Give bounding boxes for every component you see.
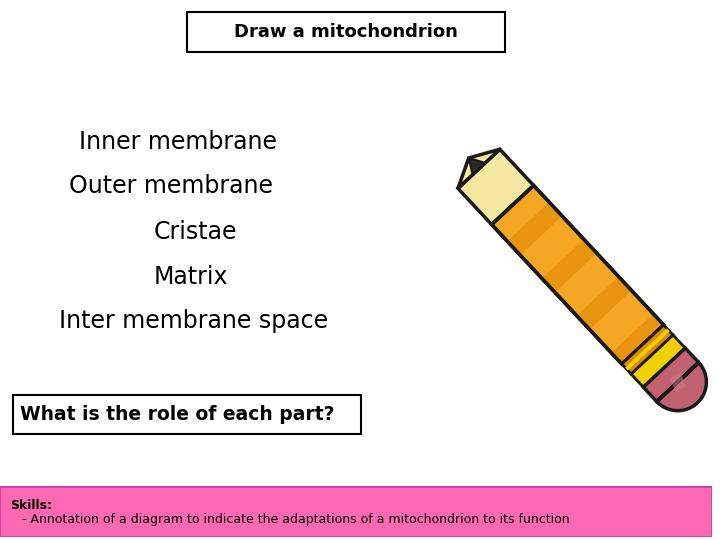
- Polygon shape: [469, 158, 485, 174]
- Text: What is the role of each part?: What is the role of each part?: [19, 405, 334, 424]
- Polygon shape: [625, 328, 670, 370]
- Polygon shape: [611, 314, 666, 367]
- Text: Skills:: Skills:: [10, 500, 52, 512]
- Text: Inter membrane space: Inter membrane space: [59, 309, 328, 333]
- Polygon shape: [643, 348, 698, 402]
- Polygon shape: [657, 362, 706, 411]
- Text: Inner membrane: Inner membrane: [79, 130, 277, 153]
- Text: Matrix: Matrix: [153, 265, 228, 289]
- Polygon shape: [542, 239, 597, 292]
- Text: Draw a mitochondrion: Draw a mitochondrion: [234, 23, 458, 41]
- FancyBboxPatch shape: [0, 488, 711, 537]
- FancyBboxPatch shape: [186, 12, 505, 51]
- Text: Cristae: Cristae: [153, 220, 237, 245]
- Polygon shape: [458, 149, 534, 225]
- Polygon shape: [631, 335, 685, 387]
- Polygon shape: [622, 325, 673, 374]
- Polygon shape: [670, 373, 685, 392]
- Polygon shape: [458, 149, 500, 188]
- Text: Outer membrane: Outer membrane: [69, 174, 273, 198]
- Polygon shape: [577, 276, 631, 329]
- Polygon shape: [492, 185, 664, 364]
- Text: - Annotation of a diagram to indicate the adaptations of a mitochondrion to its : - Annotation of a diagram to indicate th…: [22, 513, 570, 526]
- FancyBboxPatch shape: [13, 395, 361, 434]
- Polygon shape: [508, 202, 562, 255]
